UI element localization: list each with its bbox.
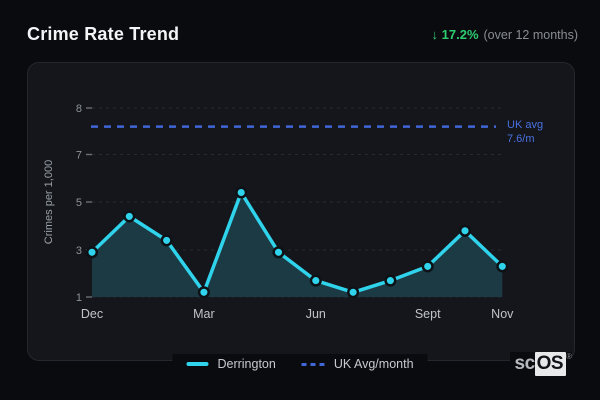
crime-trend-chart: 1 3 5 7 8 UK avg 7.6/m Dec Mar Jun Sept Nov Crimes p… [43, 103, 543, 321]
scos-logo: sc OS ® [509, 352, 572, 377]
data-point[interactable] [235, 186, 248, 199]
data-point[interactable] [309, 274, 322, 287]
y-tick-label: 5 [76, 197, 82, 209]
data-point[interactable] [384, 274, 397, 287]
chart-card: 1 3 5 7 8 UK avg 7.6/m Dec Mar Jun Sept Nov Crimes p… [27, 62, 575, 361]
y-tick-label: 1 [76, 292, 82, 304]
trend-down-value: ↓ 17.2% [431, 27, 479, 42]
trend-indicator: ↓ 17.2% (over 12 months) [432, 27, 578, 42]
data-point[interactable] [347, 286, 360, 299]
x-tick-label: Dec [81, 307, 103, 321]
dashed-line-swatch-icon [301, 362, 325, 366]
data-point[interactable] [421, 260, 434, 273]
x-tick-label: Sept [415, 307, 441, 321]
legend-label-derrington: Derrington [217, 357, 276, 371]
data-point[interactable] [160, 234, 173, 247]
x-tick-label: Mar [193, 307, 215, 321]
legend-label-uk-avg: UK Avg/month [333, 357, 414, 371]
registered-trademark-icon: ® [566, 352, 572, 361]
chart-legend: Derrington UK Avg/month [172, 354, 428, 374]
legend-item-derrington[interactable]: Derrington [186, 357, 276, 371]
data-point[interactable] [272, 246, 285, 259]
legend-item-uk-avg[interactable]: UK Avg/month [301, 357, 414, 371]
x-tick-label: Jun [306, 307, 326, 321]
y-tick-label: 7 [76, 150, 82, 162]
data-point[interactable] [496, 260, 509, 273]
trend-caption: (over 12 months) [483, 28, 578, 42]
page-title: Crime Rate Trend [27, 24, 180, 44]
solid-line-swatch-icon [186, 362, 209, 366]
y-tick-label: 3 [76, 245, 82, 257]
area-fill [92, 192, 503, 297]
y-tick-label: 8 [76, 103, 82, 115]
data-point[interactable] [123, 210, 136, 223]
logo-text-os: OS [534, 352, 567, 376]
data-point[interactable] [458, 224, 472, 237]
logo-text-sc: sc [514, 353, 536, 374]
x-tick-label: Nov [491, 307, 514, 321]
uk-avg-label-line1: UK avg [507, 119, 543, 131]
y-axis-title: Crimes per 1,000 [43, 160, 55, 244]
header: Crime Rate Trend ↓ 17.2% (over 12 months… [27, 24, 578, 45]
uk-avg-label-line2: 7.6/m [507, 133, 535, 145]
data-point[interactable] [197, 286, 210, 299]
derrington-line [90, 190, 505, 295]
data-point[interactable] [85, 246, 99, 259]
